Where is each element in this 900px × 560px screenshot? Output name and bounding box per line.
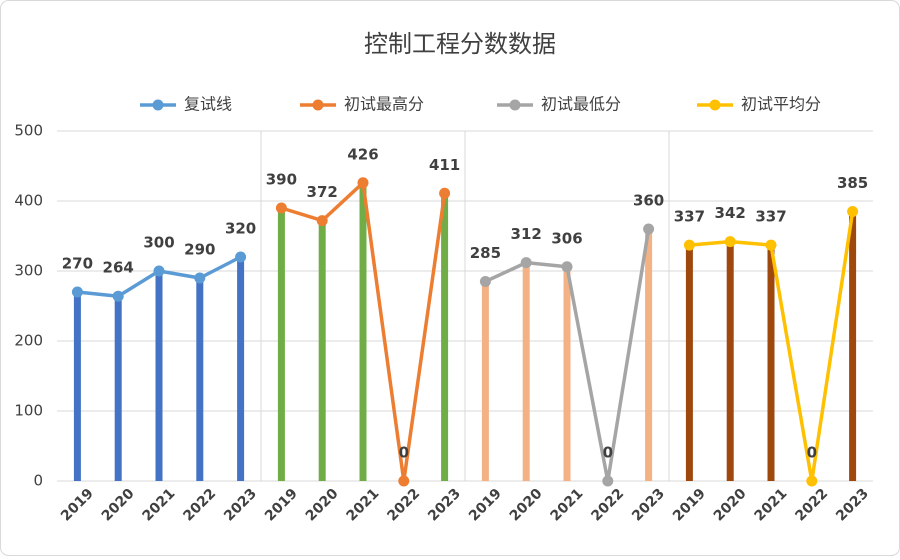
data-label: 290 [184, 241, 215, 259]
line-point [112, 290, 124, 302]
bar [114, 296, 122, 481]
bar [359, 182, 367, 482]
bar [481, 281, 489, 481]
data-label: 342 [715, 204, 746, 222]
legend-label: 初试最低分 [541, 95, 621, 114]
bar [767, 245, 775, 481]
bar [522, 262, 530, 481]
bar [155, 271, 163, 481]
bar [318, 220, 326, 481]
line-point [847, 206, 859, 217]
legend-label: 复试线 [184, 95, 232, 114]
bar [237, 257, 245, 481]
y-tick-label: 0 [33, 472, 43, 490]
line-point [643, 223, 655, 235]
bar [685, 245, 693, 481]
legend-marker [152, 99, 164, 111]
bar [645, 229, 653, 481]
bar [441, 193, 449, 482]
data-label: 300 [143, 234, 174, 252]
y-tick-label: 200 [14, 332, 43, 350]
data-label: 385 [837, 174, 868, 192]
data-label: 0 [399, 444, 409, 462]
line-point [194, 272, 206, 284]
bar [73, 292, 81, 481]
y-tick-label: 400 [14, 192, 43, 210]
line-point [724, 236, 736, 248]
data-label: 312 [511, 225, 542, 243]
y-tick-label: 100 [14, 402, 43, 420]
data-label: 372 [307, 183, 338, 201]
data-label: 270 [62, 255, 93, 273]
line-point [479, 276, 491, 287]
line-point [153, 265, 165, 277]
legend-marker [509, 99, 521, 111]
bar [563, 266, 571, 481]
data-label: 0 [603, 444, 613, 462]
data-label: 337 [755, 208, 786, 226]
line-point [765, 239, 777, 251]
data-label: 264 [103, 259, 134, 277]
line-point [275, 202, 287, 214]
data-label: 320 [225, 220, 256, 238]
data-label: 360 [633, 192, 664, 210]
data-label: 0 [807, 444, 817, 462]
data-label: 426 [347, 145, 378, 163]
line-point [235, 251, 247, 263]
line-point [561, 261, 573, 273]
y-tick-label: 300 [14, 262, 43, 280]
bar [196, 278, 204, 481]
legend-marker [709, 99, 721, 111]
bar [277, 208, 285, 481]
data-label: 390 [266, 171, 297, 189]
line-point [398, 475, 410, 487]
bar [849, 211, 857, 481]
legend-marker [312, 99, 324, 111]
line-point [439, 187, 451, 199]
line-point [683, 239, 695, 251]
line-point [71, 286, 83, 298]
line-point [602, 475, 614, 487]
y-tick-label: 500 [14, 122, 43, 140]
data-label: 306 [551, 229, 582, 247]
legend-label: 初试最高分 [344, 95, 424, 114]
line-point [520, 257, 532, 269]
data-label: 411 [429, 156, 460, 174]
chart-title: 控制工程分数数据 [364, 30, 556, 58]
line-point [357, 177, 369, 189]
bar [726, 241, 734, 481]
data-label: 285 [470, 244, 501, 262]
line-point [316, 215, 328, 227]
legend-label: 初试平均分 [741, 95, 821, 114]
line-point [806, 475, 818, 487]
data-label: 337 [674, 208, 705, 226]
